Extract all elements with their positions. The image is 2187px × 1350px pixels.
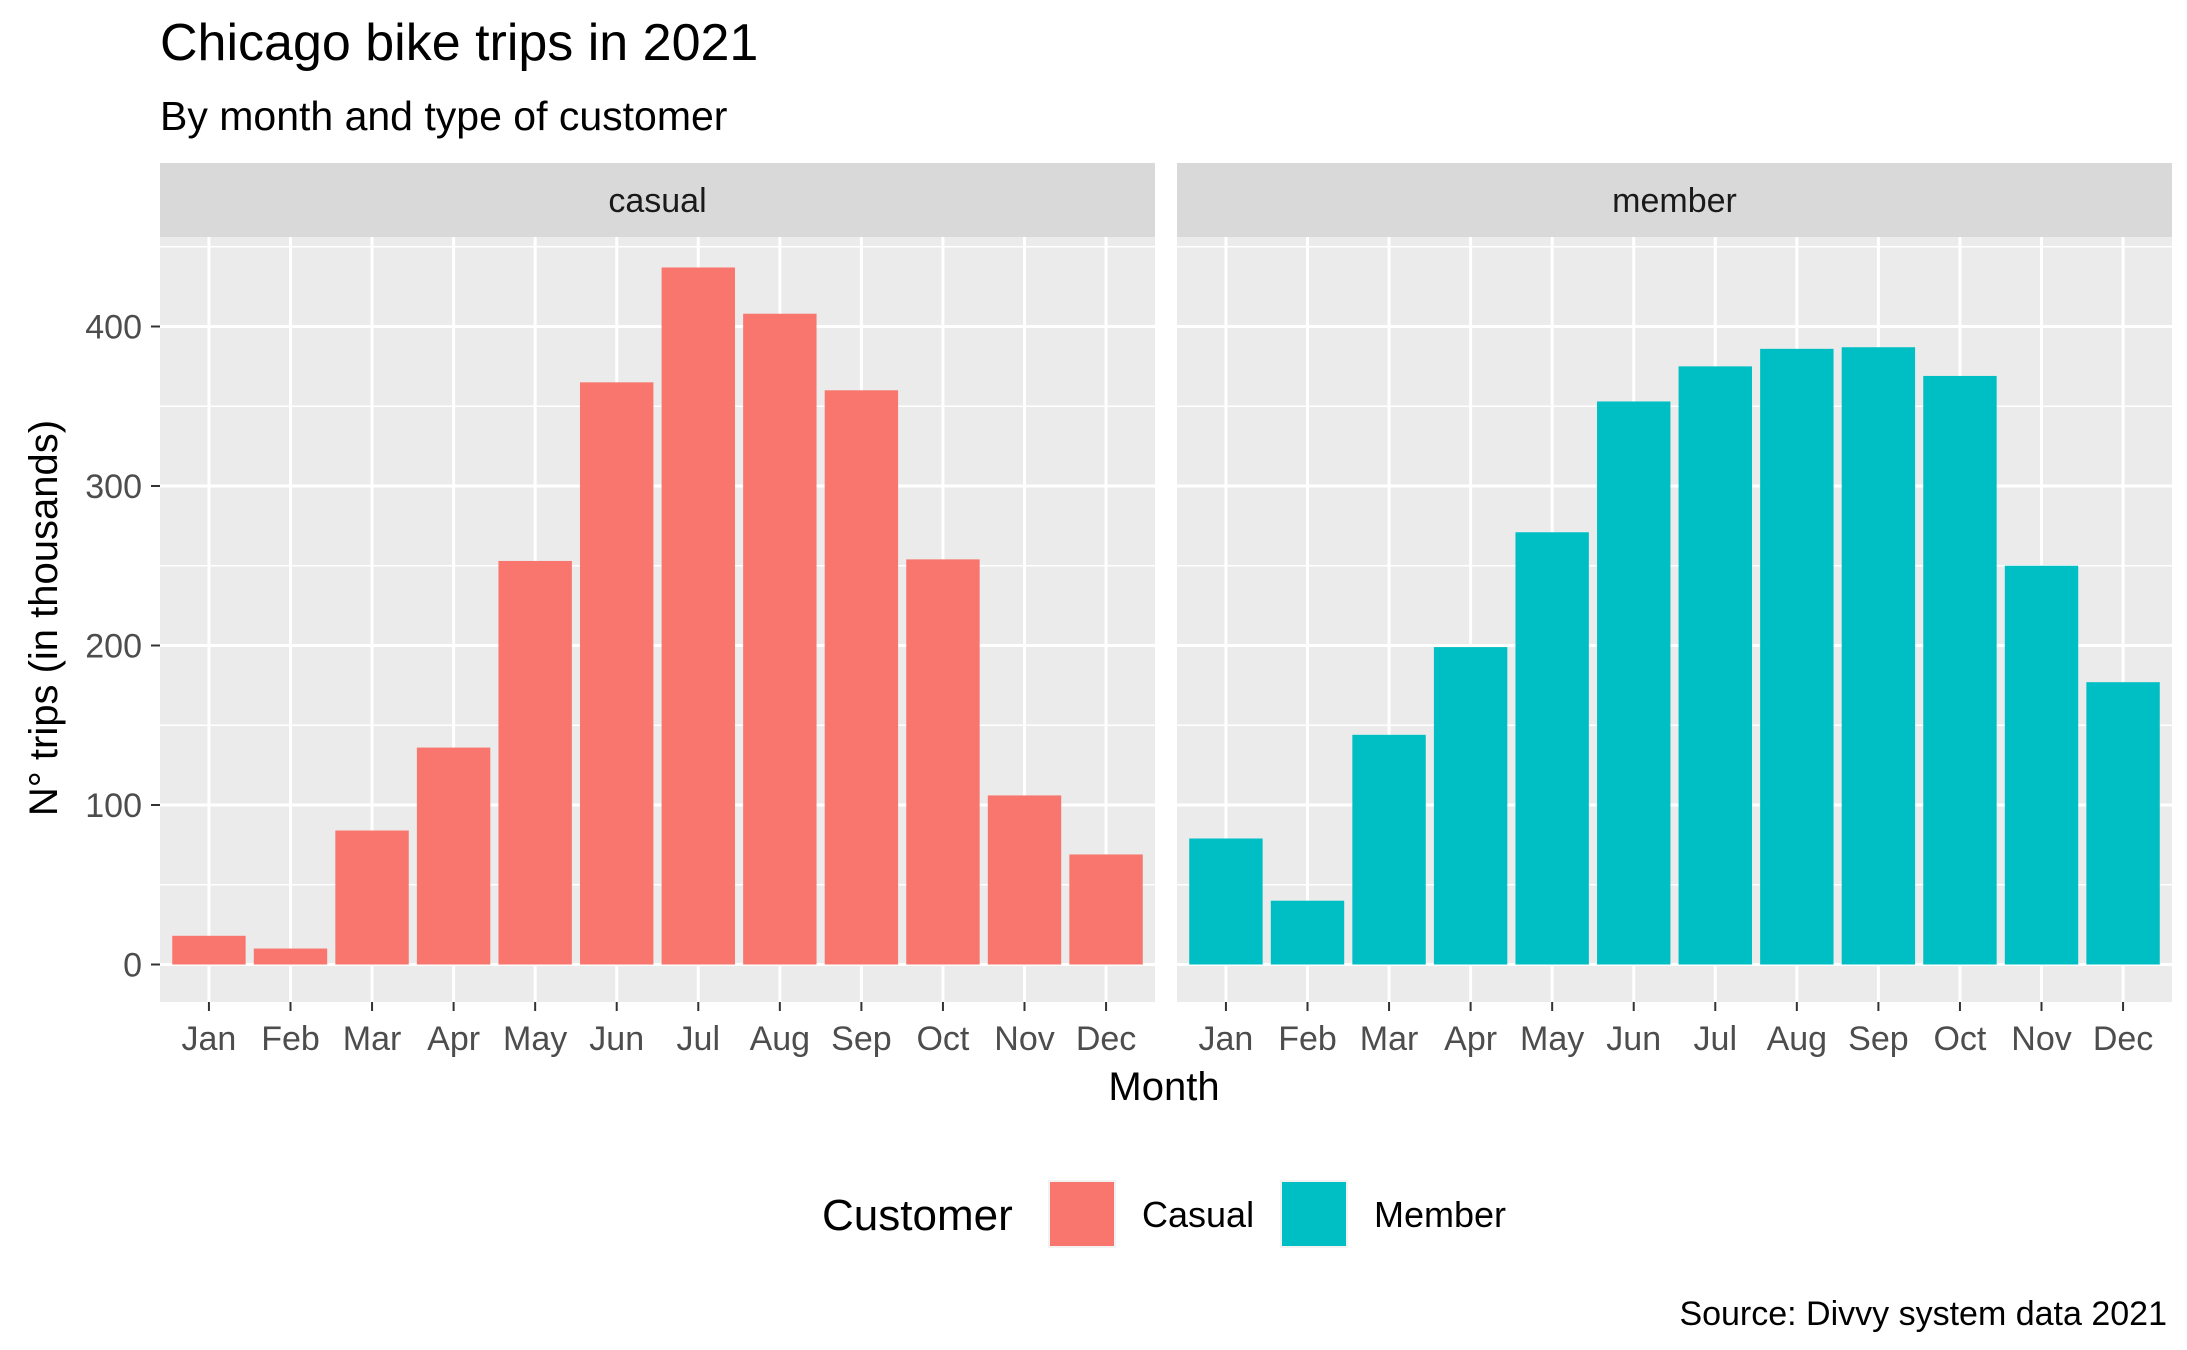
chart-title: Chicago bike trips in 2021 (160, 14, 758, 72)
x-tick-label: Apr (427, 1020, 480, 1058)
facet-strip-label: member (1612, 182, 1737, 220)
bar-casual-sep (824, 390, 899, 965)
facet-strip (160, 163, 1155, 237)
panel-casual: casual Jan Feb Mar Apr May Jun Jul Aug Sep Oct Nov D… (160, 163, 1155, 1058)
x-tick-label: Sep (1848, 1020, 1909, 1058)
bar-casual-jan (172, 935, 246, 965)
bar-casual-feb (253, 948, 328, 965)
chart-caption: Source: Divvy system data 2021 (1679, 1295, 2167, 1333)
x-tick-label: Jan (182, 1020, 237, 1058)
bar-member-dec (2086, 682, 2160, 965)
bar-member-mar (1352, 734, 1426, 965)
x-tick-label: May (503, 1020, 567, 1058)
legend-key-casual (1050, 1182, 1114, 1246)
legend-label-casual: Casual (1142, 1194, 1254, 1235)
x-tick-label: Jan (1199, 1020, 1254, 1058)
y-tick-label: 200 (85, 628, 142, 666)
chart-subtitle: By month and type of customer (160, 93, 727, 139)
legend: Customer Casual Member (822, 1180, 1506, 1248)
facet-strip-label: casual (608, 182, 706, 220)
x-tick-label: Dec (1076, 1020, 1136, 1058)
x-tick-label: Apr (1444, 1020, 1497, 1058)
bar-casual-aug (743, 313, 817, 965)
x-tick-label: Feb (261, 1020, 320, 1058)
bar-casual-may (498, 560, 572, 965)
bar-member-may (1515, 532, 1589, 965)
x-tick-label: Nov (2011, 1020, 2071, 1058)
y-tick-label: 300 (85, 468, 142, 506)
bar-member-jun (1597, 401, 1671, 965)
bar-member-oct (1923, 375, 1997, 965)
y-axis: 0 100 200 300 400 (85, 309, 160, 985)
y-tick-label: 400 (85, 309, 142, 347)
facet-strip (1177, 163, 2172, 237)
x-tick-label: Jun (1606, 1020, 1661, 1058)
bar-member-sep (1841, 347, 1916, 965)
x-tick-label: Mar (343, 1020, 402, 1058)
x-tick-label: Jul (1694, 1020, 1737, 1058)
bar-casual-dec (1069, 854, 1143, 965)
bar-member-nov (2004, 565, 2079, 965)
x-tick-label: Sep (831, 1020, 892, 1058)
bar-member-feb (1270, 900, 1345, 965)
legend-key-member (1282, 1182, 1346, 1246)
x-tick-label: Jun (589, 1020, 644, 1058)
bar-member-aug (1760, 348, 1834, 965)
x-tick-label: May (1520, 1020, 1584, 1058)
facet-panels: casual Jan Feb Mar Apr May Jun Jul Aug Sep Oct Nov D… (160, 163, 2172, 1058)
bar-casual-nov (987, 795, 1062, 965)
x-tick-label: Aug (750, 1020, 811, 1058)
bar-casual-oct (906, 559, 980, 965)
x-tick-label: Feb (1278, 1020, 1337, 1058)
x-tick-label: Oct (916, 1020, 969, 1058)
bar-casual-mar (335, 830, 409, 965)
x-tick-label: Jul (677, 1020, 720, 1058)
y-axis-label: N° trips (in thousands) (22, 420, 66, 816)
bar-member-jul (1678, 366, 1752, 965)
bar-casual-jun (580, 382, 654, 965)
y-tick-label: 100 (85, 787, 142, 825)
legend-title: Customer (822, 1191, 1013, 1240)
bar-casual-apr (416, 747, 491, 965)
x-tick-label: Oct (1933, 1020, 1986, 1058)
bar-casual-jul (661, 267, 735, 965)
bar-member-jan (1189, 838, 1263, 965)
bar-member-apr (1433, 647, 1508, 965)
x-tick-label: Mar (1360, 1020, 1419, 1058)
x-axis-label: Month (1108, 1065, 1219, 1109)
panel-member: member Jan Feb Mar Apr May Jun Jul Aug Sep Oct Nov D… (1177, 163, 2172, 1058)
x-tick-label: Nov (994, 1020, 1054, 1058)
y-tick-label: 0 (123, 947, 142, 985)
x-tick-label: Dec (2093, 1020, 2153, 1058)
x-tick-label: Aug (1767, 1020, 1828, 1058)
legend-label-member: Member (1374, 1194, 1506, 1235)
